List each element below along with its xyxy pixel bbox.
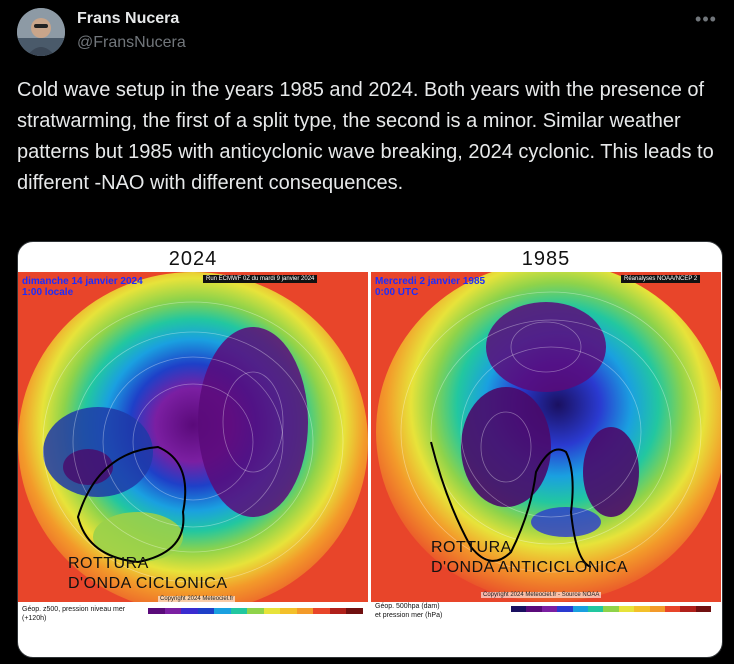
map-run-label: Réanalyses NOAA/NCEP 2 [621,275,701,283]
map-panel-2024: 2024 [18,242,368,657]
legend-caption: Géop. z500, pression niveau mer (+120h) [22,606,126,622]
map-copyright: Copyright 2024 Meteociel.fr - Source NOA… [481,592,602,598]
map-panel-1985: 1985 [371,242,721,657]
overlay-label: ROTTURA D'ONDA CICLONICA [68,555,228,592]
legend-caption: Géop. 500hpa (dam) et pression mer (hPa) [375,603,443,619]
weather-map [371,272,721,602]
more-icon[interactable]: ••• [695,9,717,29]
overlay-label: ROTTURA D'ONDA ANTICICLONICA [431,539,629,576]
author-handle[interactable]: @FransNucera [77,34,186,51]
color-scale [511,606,712,612]
weather-map [18,272,368,602]
tweet-text: Cold wave setup in the years 1985 and 20… [17,79,714,194]
author-display-name[interactable]: Frans Nucera [77,10,180,27]
map-date: Mercredi 2 janvier 1985 0:00 UTC [375,276,486,298]
map-date: dimanche 14 janvier 2024 1:00 locale [22,276,143,298]
avatar[interactable] [17,8,65,56]
color-scale [148,608,363,614]
panel-year: 2024 [168,248,218,270]
map-copyright: Copyright 2024 Meteociel.fr [158,596,236,602]
avatar-image [17,8,65,56]
map-run-label: Run ECMWF 0Z du mardi 9 janvier 2024 [203,275,318,283]
panel-year: 1985 [521,248,571,270]
tweet-media[interactable]: 2024 [17,241,723,658]
